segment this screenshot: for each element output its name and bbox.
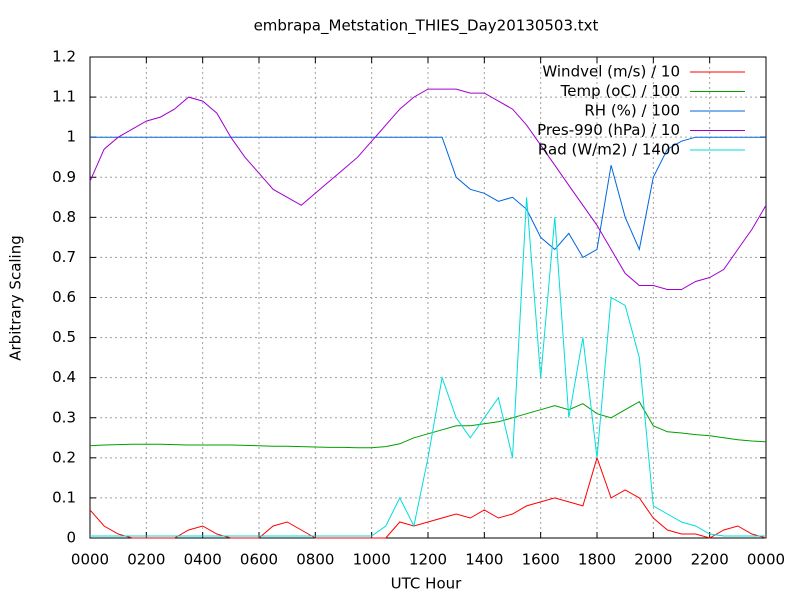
- x-axis-label: UTC Hour: [391, 575, 462, 593]
- x-tick-label: 0200: [127, 551, 165, 569]
- series-line: [90, 197, 766, 537]
- y-tick-label: 0.1: [52, 488, 76, 506]
- x-tick-label: 2200: [691, 551, 729, 569]
- y-tick-label: 1.1: [52, 88, 76, 106]
- series-line: [89, 88, 767, 290]
- y-tick-label: 0.6: [52, 288, 76, 306]
- y-tick-label: 0.7: [52, 248, 76, 266]
- x-tick-label: 0000: [747, 551, 785, 569]
- x-tick-label: 1600: [522, 551, 560, 569]
- y-tick-label: 0.5: [52, 328, 76, 346]
- x-tick-label: 0400: [184, 551, 222, 569]
- y-tick-label: 1.2: [52, 48, 76, 66]
- series-line: [89, 401, 767, 449]
- plot-frame: [89, 56, 767, 539]
- x-tick-label: 1400: [465, 551, 503, 569]
- x-tick-label: 1200: [409, 551, 447, 569]
- series-line: [90, 136, 766, 259]
- y-tick-label: 0: [66, 529, 76, 547]
- y-tick-label: 0.4: [52, 368, 76, 386]
- legend-label: RH (%) / 100: [584, 102, 680, 120]
- legend-label: Pres-990 (hPa) / 10: [537, 121, 680, 139]
- chart-title: embrapa_Metstation_THIES_Day20130503.txt: [254, 17, 599, 36]
- y-tick-label: 0.9: [52, 168, 76, 186]
- x-tick-label: 1800: [578, 551, 616, 569]
- x-tick-label: 2000: [634, 551, 672, 569]
- legend-label: Rad (W/m2) / 1400: [538, 141, 680, 159]
- y-tick-label: 1: [66, 128, 76, 146]
- y-tick-label: 0.3: [52, 408, 76, 426]
- series-line: [89, 456, 767, 539]
- x-tick-label: 0600: [240, 551, 278, 569]
- legend-label: Temp (oC) / 100: [560, 82, 680, 100]
- legend-label: Windvel (m/s) / 10: [542, 63, 680, 81]
- y-tick-label: 0.2: [52, 448, 76, 466]
- y-axis-label: Arbitrary Scaling: [7, 235, 25, 361]
- x-tick-label: 0800: [296, 551, 334, 569]
- x-tick-label: 0000: [71, 551, 109, 569]
- y-tick-label: 0.8: [52, 208, 76, 226]
- x-tick-label: 1000: [353, 551, 391, 569]
